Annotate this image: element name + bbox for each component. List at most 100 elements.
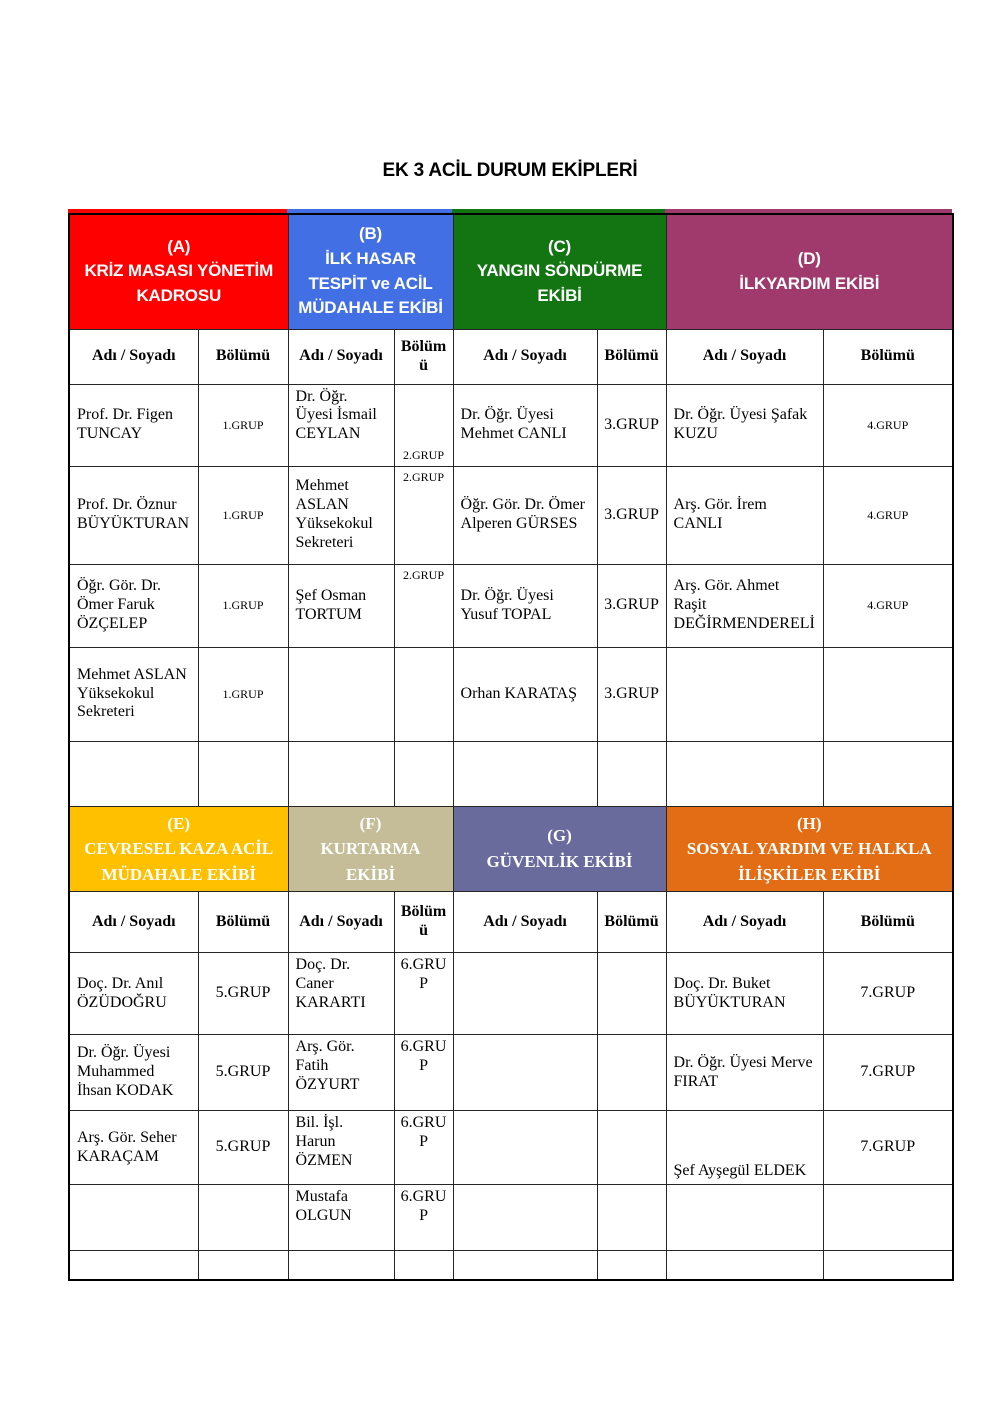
col-header-name: Adı / Soyadı	[452, 328, 598, 385]
cell-dept: 5.GRUP	[197, 1110, 289, 1185]
cell-name: Arş. Gör. Fatih ÖZYURT	[287, 1034, 395, 1111]
cell-dept: 3.GRUP	[596, 563, 667, 648]
cell-dept: 2.GRUP	[393, 465, 454, 565]
col-header-name: Adı / Soyadı	[287, 891, 395, 953]
cell-name	[287, 646, 395, 742]
cell-name	[68, 740, 199, 807]
team-code: (E)	[167, 813, 191, 833]
team-name: İLKYARDIM EKİBİ	[739, 273, 880, 293]
team-header-g: (G) GÜVENLİK EKİBİ	[452, 805, 667, 892]
table-top-color-strip	[68, 209, 952, 213]
cell-name: Doç. Dr. Caner KARARTI	[287, 952, 395, 1035]
col-header-dept: Bölümü	[393, 891, 454, 953]
cell-name: Arş. Gör. Seher KARAÇAM	[68, 1110, 199, 1185]
cell-dept	[393, 740, 454, 807]
cell-dept	[596, 1110, 667, 1185]
team-header-c: (C) YANGIN SÖNDÜRME EKİBİ	[452, 213, 667, 330]
cell-name	[665, 646, 824, 742]
cell-name: Arş. Gör. İrem CANLI	[665, 465, 824, 565]
cell-name	[452, 952, 598, 1035]
data-row	[68, 740, 954, 807]
cell-dept: 7.GRUP	[822, 1034, 954, 1111]
cell-name	[665, 1184, 824, 1251]
col-header-dept: Bölümü	[197, 328, 289, 385]
page-title: EK 3 ACİL DURUM EKİPLERİ	[382, 160, 638, 181]
cell-dept	[822, 1184, 954, 1251]
team-header-b: (B) İLK HASAR TESPİT ve ACİL MÜDAHALE EKİ…	[287, 213, 454, 330]
cell-name: Prof. Dr. Figen TUNCAY	[68, 383, 199, 467]
cell-name: Dr. Öğr. Üyesi Merve FIRAT	[665, 1034, 824, 1111]
col-header-name: Adı / Soyadı	[68, 328, 199, 385]
team-name: CEVRESEL KAZA ACİL MÜDAHALE EKİBİ	[84, 839, 274, 884]
cell-dept: 1.GRUP	[197, 383, 289, 467]
team-header-f: (F) KURTARMA EKİBİ	[287, 805, 454, 892]
cell-name: Doç. Dr. Buket BÜYÜKTURAN	[665, 952, 824, 1035]
cell-dept: 2.GRUP	[393, 383, 454, 467]
data-row: Prof. Dr. Öznur BÜYÜKTURAN 1.GRUP Mehmet A…	[68, 465, 954, 565]
cell-name	[287, 740, 395, 807]
cell-dept	[197, 1184, 289, 1251]
team-name: KURTARMA EKİBİ	[320, 839, 421, 884]
data-row	[68, 1250, 954, 1280]
column-header-row: Adı / Soyadı Bölümü Adı / Soyadı Bölümü Adı …	[68, 328, 954, 385]
team-code: (B)	[359, 224, 383, 244]
col-header-name: Adı / Soyadı	[452, 891, 598, 953]
team-name: SOSYAL YARDIM VE HALKLA İLİŞKİLER EKİBİ	[686, 839, 932, 884]
cell-name: Dr. Öğr. Üyesi Muhammed İhsan KODAK	[68, 1034, 199, 1111]
cell-name: Mehmet ASLAN Yüksekokul Sekreteri	[68, 646, 199, 742]
team-name: KRİZ MASASI YÖNETİM KADROSU	[84, 261, 274, 306]
cell-name: Mehmet ASLAN Yüksekokul Sekreteri	[287, 465, 395, 565]
cell-name	[452, 1250, 598, 1280]
cell-name: Dr. Öğr. Üyesi İsmail CEYLAN	[287, 383, 395, 467]
cell-dept	[596, 1184, 667, 1251]
data-row: Dr. Öğr. Üyesi Muhammed İhsan KODAK 5.GRU…	[68, 1034, 954, 1111]
cell-dept: 6.GRUP	[393, 1110, 454, 1185]
cell-dept: 6.GRUP	[393, 1184, 454, 1251]
cell-name: Dr. Öğr. Üyesi Mehmet CANLI	[452, 383, 598, 467]
team-header-d: (D) İLKYARDIM EKİBİ	[665, 213, 954, 330]
team-name: GÜVENLİK EKİBİ	[486, 851, 633, 871]
col-header-name: Adı / Soyadı	[665, 328, 824, 385]
team-header-row: (E) CEVRESEL KAZA ACİL MÜDAHALE EKİBİ (F) K…	[68, 805, 954, 892]
cell-name	[452, 1110, 598, 1185]
team-code: (F)	[359, 813, 382, 833]
col-header-name: Adı / Soyadı	[665, 891, 824, 953]
cell-dept: 2.GRUP	[393, 563, 454, 648]
team-name: YANGIN SÖNDÜRME EKİBİ	[476, 261, 643, 306]
emergency-teams-table-wrap: (A) KRİZ MASASI YÖNETİM KADROSU (B) İLK HAS…	[68, 209, 955, 1281]
team-code: (H)	[797, 813, 822, 833]
cell-name: Dr. Öğr. Üyesi Şafak KUZU	[665, 383, 824, 467]
data-row: Doç. Dr. Anıl ÖZÜDOĞRU 5.GRUP Doç. Dr. Can…	[68, 952, 954, 1035]
cell-dept: 7.GRUP	[822, 952, 954, 1035]
team-header-e: (E) CEVRESEL KAZA ACİL MÜDAHALE EKİBİ	[68, 805, 289, 892]
emergency-teams-table: (A) KRİZ MASASI YÖNETİM KADROSU (B) İLK HAS…	[68, 213, 955, 1281]
cell-name	[287, 1250, 395, 1280]
cell-dept	[596, 1250, 667, 1280]
team-code: (D)	[797, 249, 821, 269]
team-code: (G)	[547, 826, 572, 846]
cell-dept	[197, 740, 289, 807]
cell-dept: 1.GRUP	[197, 563, 289, 648]
cell-name: Şef Ayşegül ELDEK	[665, 1110, 824, 1185]
col-header-dept: Bölümü	[596, 891, 667, 953]
data-row: Arş. Gör. Seher KARAÇAM 5.GRUP Bil. İşl. H…	[68, 1110, 954, 1185]
col-header-dept: Bölümü	[822, 891, 954, 953]
cell-dept: 4.GRUP	[822, 465, 954, 565]
cell-name	[665, 1250, 824, 1280]
cell-dept: 6.GRUP	[393, 1034, 454, 1111]
cell-dept: 6.GRUP	[393, 952, 454, 1035]
cell-dept: 3.GRUP	[596, 465, 667, 565]
cell-dept: 1.GRUP	[197, 646, 289, 742]
cell-name	[68, 1250, 199, 1280]
document-page: EK 3 ACİL DURUM EKİPLERİ (A) KRİZ MASASI …	[68, 160, 955, 1281]
team-name: İLK HASAR TESPİT ve ACİL MÜDAHALE EKİBİ	[298, 249, 443, 318]
cell-name	[452, 740, 598, 807]
cell-name	[665, 740, 824, 807]
col-header-dept: Bölümü	[822, 328, 954, 385]
data-row: Mustafa OLGUN 6.GRUP	[68, 1184, 954, 1251]
team-code: (A)	[167, 236, 191, 256]
cell-dept	[596, 952, 667, 1035]
cell-name	[68, 1184, 199, 1251]
col-header-name: Adı / Soyadı	[287, 328, 395, 385]
col-header-dept: Bölümü	[197, 891, 289, 953]
